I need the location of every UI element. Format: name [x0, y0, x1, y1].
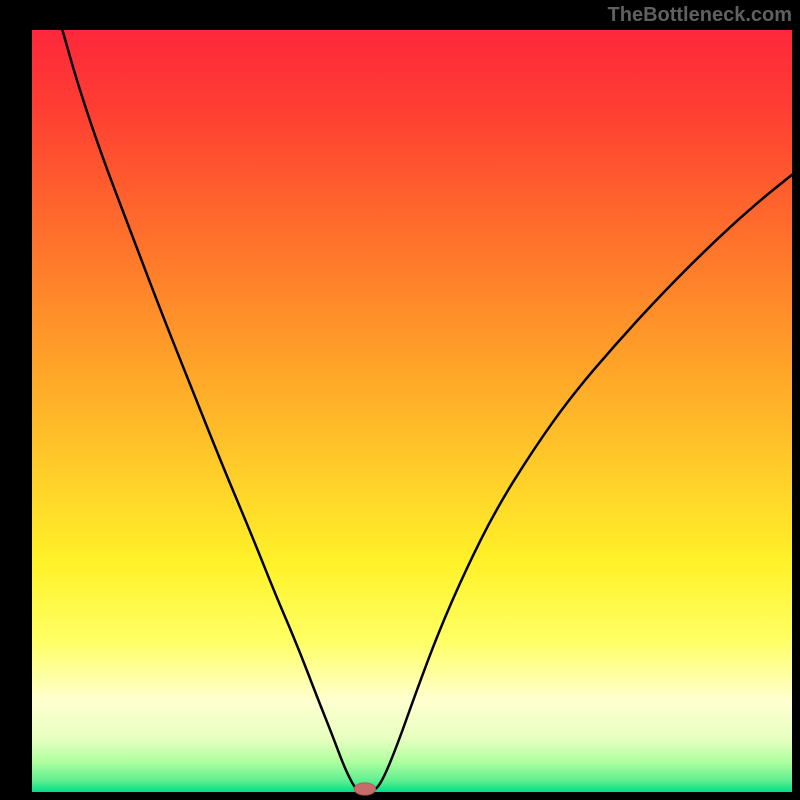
optimal-point-marker	[354, 783, 375, 795]
chart-container: TheBottleneck.com	[0, 0, 800, 800]
watermark-text: TheBottleneck.com	[608, 4, 792, 27]
chart-gradient-background	[32, 30, 792, 792]
bottleneck-chart	[0, 0, 800, 800]
